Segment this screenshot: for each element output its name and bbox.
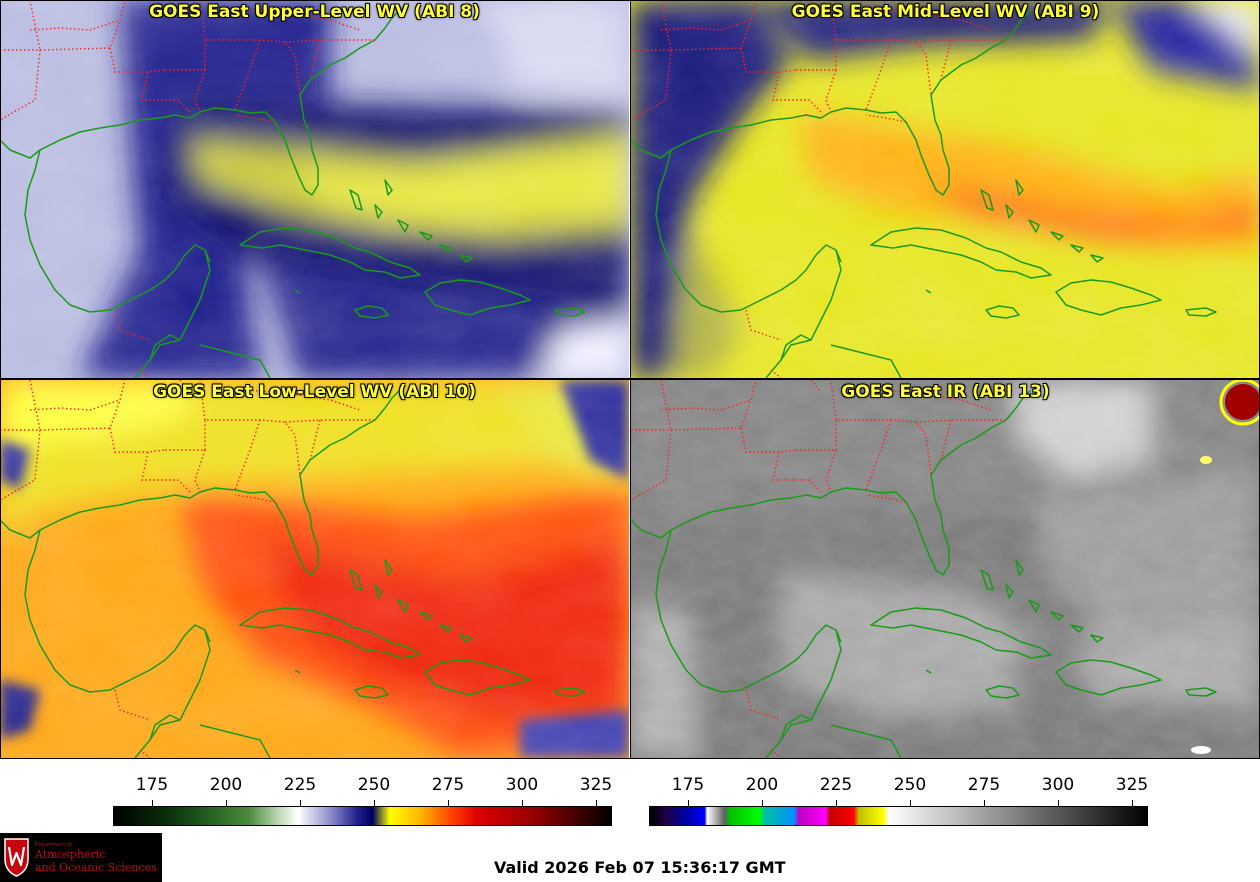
colorbar-wv <box>113 806 612 826</box>
colorbar-wv-tick-label: 175 <box>135 775 169 795</box>
colorbar-tick <box>1132 800 1133 806</box>
panel-title: GOES East Mid-Level WV (ABI 9) <box>791 2 1100 22</box>
panel-title: GOES East IR (ABI 13) <box>841 382 1050 402</box>
colorbar-tick <box>762 800 763 806</box>
colorbar-tick <box>596 800 597 806</box>
colorbar-ir-tick-label: 200 <box>745 775 779 795</box>
panel-upper-level-wv: GOES East Upper-Level WV (ABI 8) <box>0 0 629 378</box>
logo-line2: and Oceanic Sciences <box>35 861 157 874</box>
colorbar-tick <box>374 800 375 806</box>
colorbar-ir-tick-label: 225 <box>819 775 853 795</box>
colorbar-wv-tick-label: 250 <box>357 775 391 795</box>
aos-logo: Department of Atmospheric and Oceanic Sc… <box>0 833 162 882</box>
uw-crest-icon <box>4 838 29 877</box>
wv-upper-image <box>0 0 629 378</box>
colorbar-tick <box>152 800 153 806</box>
colorbar-ir-tick-label: 275 <box>967 775 1001 795</box>
colorbar-tick <box>688 800 689 806</box>
colorbar-wv-tick-label: 275 <box>431 775 465 795</box>
colorbar-wv-tick-label: 325 <box>579 775 613 795</box>
colorbar-wv-tick-label: 225 <box>283 775 317 795</box>
colorbar-tick <box>984 800 985 806</box>
colorbar-ir-tick-label: 325 <box>1115 775 1149 795</box>
panel-title: GOES East Low-Level WV (ABI 10) <box>153 382 476 402</box>
panel-mid-level-wv: GOES East Mid-Level WV (ABI 9) <box>631 0 1260 378</box>
logo-department: Department of <box>35 842 72 848</box>
colorbar-wv-tick-label: 300 <box>505 775 539 795</box>
panel-ir: GOES East IR (ABI 13) <box>631 380 1260 758</box>
colorbar-tick <box>836 800 837 806</box>
colorbar-wv-tick-label: 200 <box>209 775 243 795</box>
colorbar-ir <box>649 806 1148 826</box>
panel-low-level-wv: GOES East Low-Level WV (ABI 10) <box>0 380 629 758</box>
valid-time: Valid 2026 Feb 07 15:36:17 GMT <box>494 858 786 877</box>
colorbar-ir-tick-label: 250 <box>893 775 927 795</box>
wv-low-image <box>0 380 629 758</box>
colorbar-tick <box>1058 800 1059 806</box>
colorbar-tick <box>448 800 449 806</box>
wv-mid-image <box>631 0 1260 378</box>
colorbar-tick <box>910 800 911 806</box>
colorbar-tick <box>522 800 523 806</box>
ir-image <box>631 380 1260 758</box>
colorbar-ir-tick-label: 175 <box>671 775 705 795</box>
logo-line1: Atmospheric <box>35 848 106 861</box>
colorbar-tick <box>226 800 227 806</box>
panel-title: GOES East Upper-Level WV (ABI 8) <box>149 2 480 22</box>
colorbar-tick <box>300 800 301 806</box>
colorbar-ir-tick-label: 300 <box>1041 775 1075 795</box>
